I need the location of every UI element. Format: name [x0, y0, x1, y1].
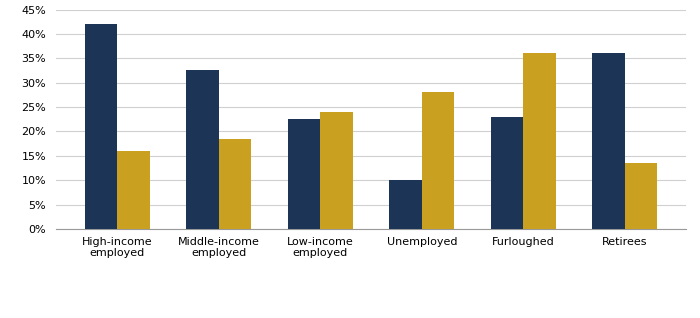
Bar — [592, 53, 625, 229]
Bar — [524, 53, 556, 229]
Bar — [288, 119, 320, 229]
Bar — [186, 71, 218, 229]
Bar — [491, 117, 524, 229]
Bar — [117, 151, 150, 229]
Bar — [625, 163, 657, 229]
Bar — [218, 139, 251, 229]
Bar — [422, 93, 454, 229]
Bar — [85, 24, 117, 229]
Bar — [320, 112, 353, 229]
Bar — [389, 180, 422, 229]
